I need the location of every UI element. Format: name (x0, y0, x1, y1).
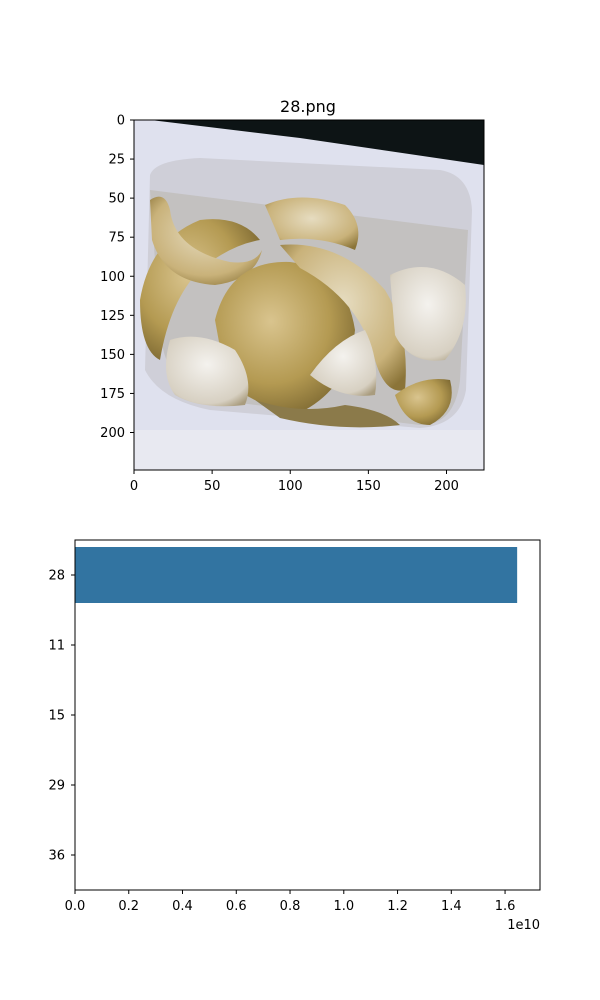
image-y-tick-label: 200 (100, 426, 125, 441)
image-y-tick-label: 150 (100, 348, 125, 363)
image-y-tick-label: 125 (100, 309, 125, 324)
image-x-tick-label: 200 (434, 479, 459, 494)
image-x-tick-label: 0 (130, 479, 138, 494)
bar-chart: 28 11 15 29 36 0.0 0.2 0.4 0.6 0.8 1.0 1.2 1.4 1.6 1… (48, 539, 541, 933)
bar-x-tick-label: 0.0 (65, 899, 86, 914)
bar-x-tick-label: 0.8 (280, 899, 301, 914)
bar-y-tick-label: 29 (48, 779, 65, 794)
bar-y-axis: 28 11 15 29 36 (48, 569, 75, 864)
image-y-tick-label: 0 (117, 114, 125, 129)
bar-y-tick-label: 15 (48, 709, 65, 724)
image-panel: 28.png (100, 97, 485, 494)
bar-x-tick-label: 1.0 (333, 899, 354, 914)
image-x-tick-label: 150 (356, 479, 381, 494)
bar-28 (75, 547, 518, 603)
bar-y-tick-label: 28 (48, 569, 65, 584)
bar-y-tick-label: 11 (48, 639, 65, 654)
bar-y-tick-label: 36 (48, 849, 65, 864)
bar-x-tick-label: 1.6 (495, 899, 516, 914)
bar-x-tick-label: 0.6 (226, 899, 247, 914)
image-y-tick-label: 75 (108, 231, 125, 246)
image-axes-frame (133, 119, 485, 471)
bar-x-tick-label: 0.2 (118, 899, 139, 914)
image-y-axis: 0 25 50 75 100 125 150 175 200 (100, 114, 134, 441)
x-offset-label: 1e10 (507, 918, 540, 933)
image-x-axis: 0 50 100 150 200 (130, 470, 459, 494)
image-y-tick-label: 50 (108, 192, 125, 207)
bar-x-tick-label: 0.4 (172, 899, 193, 914)
image-y-tick-label: 175 (100, 387, 125, 402)
bar-x-axis: 0.0 0.2 0.4 0.6 0.8 1.0 1.2 1.4 1.6 (65, 890, 516, 914)
bars (75, 547, 518, 603)
image-x-tick-label: 50 (204, 479, 221, 494)
food-photo (134, 120, 484, 470)
image-y-tick-label: 25 (108, 153, 125, 168)
image-x-tick-label: 100 (278, 479, 303, 494)
image-title: 28.png (280, 97, 336, 116)
bar-x-tick-label: 1.2 (387, 899, 408, 914)
image-y-tick-label: 100 (100, 270, 125, 285)
bar-x-tick-label: 1.4 (441, 899, 462, 914)
